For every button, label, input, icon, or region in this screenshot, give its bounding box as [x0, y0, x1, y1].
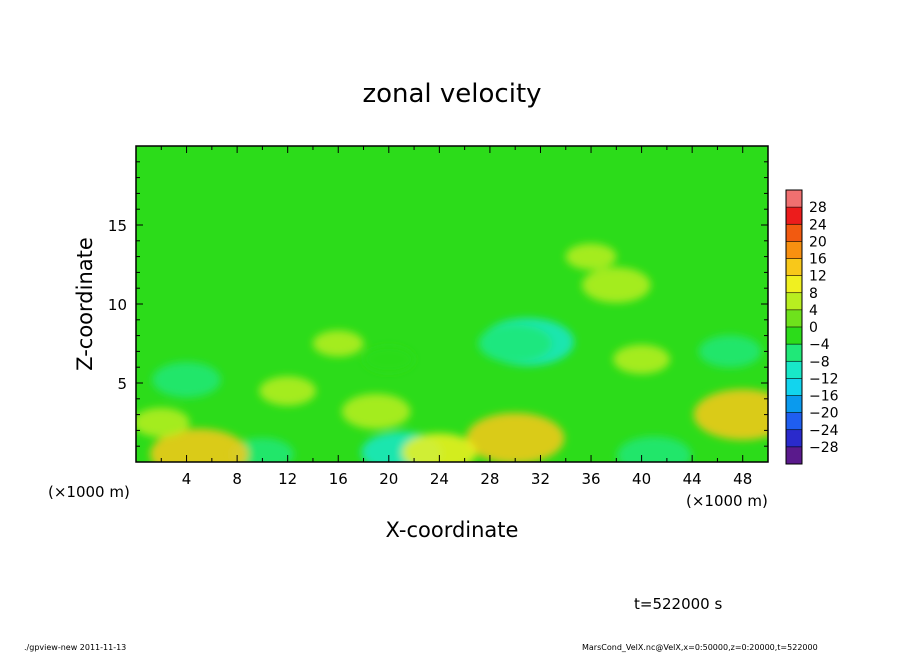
- footer-left: ./gpview-new 2011-11-13: [24, 643, 127, 652]
- heatmap-feature-18: [136, 407, 190, 438]
- colorbar-swatch: [786, 395, 802, 413]
- heatmap-feature-16: [312, 330, 364, 357]
- x-tick-label: 36: [581, 470, 600, 488]
- heatmap-feature-2: [152, 362, 221, 398]
- heatmap-feature-9: [466, 412, 565, 462]
- heatmap-feature-7: [363, 346, 415, 373]
- heatmap-feature-5: [616, 436, 692, 462]
- colorbar-label: 8: [809, 286, 818, 302]
- y-tick-label: 15: [108, 217, 127, 235]
- footer-right: MarsCond_VelX.nc@VelX,x=0:50000,z=0:2000…: [582, 643, 818, 652]
- colorbar-label: 0: [809, 320, 818, 336]
- heatmap-feature-12: [341, 393, 411, 430]
- colorbar-label: −28: [809, 440, 839, 456]
- x-tick-label: 8: [232, 470, 242, 488]
- x-unit-left: (×1000 m): [48, 483, 130, 501]
- colorbar-swatch: [786, 224, 802, 242]
- x-tick-label: 4: [182, 470, 192, 488]
- y-tick-label: 10: [108, 296, 127, 314]
- x-tick-label: 20: [379, 470, 398, 488]
- colorbar-swatch: [786, 344, 802, 362]
- colorbar-label: −16: [809, 389, 839, 405]
- colorbar-label: 16: [809, 252, 827, 268]
- colorbar-swatch: [786, 361, 802, 379]
- heatmap-feature-8: [150, 428, 249, 462]
- colorbar-label: −8: [809, 354, 830, 370]
- colorbar-swatch: [786, 207, 802, 225]
- colorbar-swatch: [786, 275, 802, 294]
- heatmap-background: [136, 146, 768, 462]
- colorbar-swatch: [786, 292, 802, 311]
- colorbar-swatch: [786, 241, 802, 259]
- heatmap-features: [136, 243, 768, 462]
- y-axis-label: Z-coordinate: [73, 237, 97, 371]
- x-tick-label: 16: [329, 470, 348, 488]
- x-tick-label: 40: [632, 470, 651, 488]
- heatmap-feature-10: [693, 389, 768, 441]
- heatmap-feature-1: [477, 324, 553, 363]
- colorbar-label: −20: [809, 406, 839, 422]
- colorbar-label: 4: [809, 303, 818, 319]
- colorbar-swatch: [786, 309, 802, 328]
- colorbar-label: −4: [809, 337, 830, 353]
- heatmap-feature-13: [582, 267, 651, 303]
- colorbar-swatch: [786, 378, 802, 396]
- colorbar-label: −24: [809, 423, 839, 439]
- x-tick-label: 24: [430, 470, 449, 488]
- x-axis: 4 8 12 16 20 24 28 32 36 40 44 48: [160, 146, 752, 488]
- chart-title: zonal velocity: [362, 79, 541, 109]
- heatmap-feature-14: [259, 376, 317, 406]
- y-axis: 5 10 15: [108, 161, 768, 447]
- time-label: t=522000 s: [634, 595, 722, 613]
- x-tick-label: 44: [683, 470, 702, 488]
- colorbar-label: 12: [809, 269, 827, 285]
- x-tick-label: 48: [733, 470, 752, 488]
- heatmap-feature-15: [613, 344, 670, 374]
- colorbar-label: 28: [809, 200, 827, 216]
- colorbar-swatch: [786, 327, 802, 345]
- x-unit-right: (×1000 m): [686, 492, 768, 510]
- colorbar-swatch: [786, 190, 802, 208]
- heatmap-feature-17: [565, 243, 617, 270]
- colorbar-label: 20: [809, 234, 827, 250]
- colorbar-label: −12: [809, 371, 839, 387]
- colorbar-label: 24: [809, 217, 827, 233]
- colorbar-swatch: [786, 429, 802, 448]
- x-tick-label: 32: [531, 470, 550, 488]
- colorbar-swatch: [786, 446, 802, 465]
- x-tick-label: 12: [278, 470, 297, 488]
- heatmap-feature-3: [698, 335, 762, 368]
- x-axis-label: X-coordinate: [386, 518, 519, 542]
- colorbar-swatch: [786, 412, 802, 431]
- x-tick-label: 28: [480, 470, 499, 488]
- colorbar-swatch: [786, 258, 802, 276]
- y-tick-label: 5: [117, 375, 127, 393]
- heatmap-feature-11: [402, 433, 477, 462]
